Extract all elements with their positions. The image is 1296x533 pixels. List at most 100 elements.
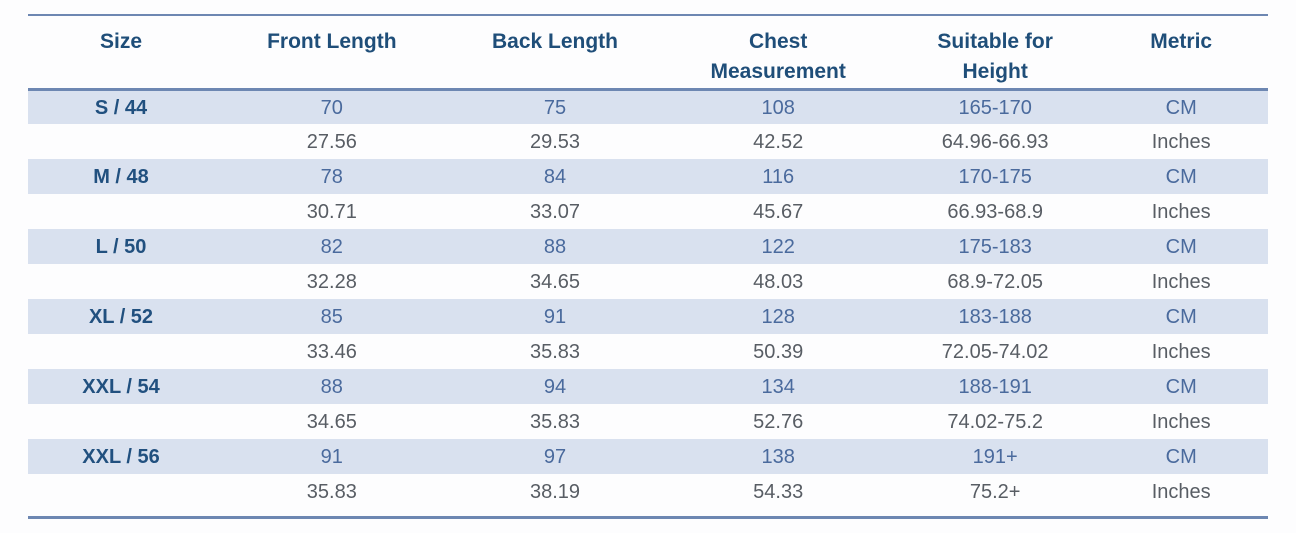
table-row: XL / 52 85 91 128 183-188 CM (28, 299, 1268, 335)
suitable-for-height-cell: 74.02-75.2 (947, 410, 1043, 433)
front-length-cell: 32.28 (306, 270, 357, 293)
column-header-suitable-for-height-label: Suitable for Height (937, 30, 1053, 84)
column-header-metric: Metric (1094, 16, 1268, 89)
metric-cell: CM (1165, 375, 1197, 398)
front-length-cell: 82 (320, 235, 343, 258)
table-row: XXL / 56 91 97 138 191+ CM (28, 439, 1268, 475)
table-row: 33.46 35.83 50.39 72.05-74.02 Inches (28, 334, 1268, 369)
metric-cell: Inches (1151, 340, 1211, 363)
table-row: S / 44 70 75 108 165-170 CM (28, 89, 1268, 125)
column-header-suitable-for-height: Suitable for Height (896, 16, 1094, 89)
size-cell (28, 334, 214, 369)
column-header-front-length: Front Length (214, 16, 450, 89)
chest-measurement-cell: 48.03 (753, 270, 804, 293)
back-length-cell: 38.19 (529, 480, 581, 503)
column-header-size: Size (28, 16, 214, 89)
size-cell (28, 194, 214, 229)
header-row: Size Front Length Back Length Chest Meas… (28, 16, 1268, 90)
table-row: 35.83 38.19 54.33 75.2+ Inches (28, 474, 1268, 509)
column-header-chest-measurement: Chest Measurement (660, 16, 896, 89)
table-row: L / 50 82 88 122 175-183 CM (28, 229, 1268, 265)
suitable-for-height-cell: 72.05-74.02 (941, 340, 1049, 363)
metric-cell: CM (1165, 235, 1197, 258)
front-length-cell: 27.56 (306, 130, 357, 153)
front-length-cell: 33.46 (306, 340, 357, 363)
chest-measurement-cell: 54.33 (753, 480, 804, 503)
column-header-metric-label: Metric (1150, 30, 1213, 53)
back-length-cell: 94 (543, 375, 567, 398)
chest-measurement-cell: 108 (761, 96, 795, 119)
back-length-cell: 75 (543, 96, 567, 119)
suitable-for-height-cell: 175-183 (958, 235, 1032, 258)
chest-measurement-cell: 134 (761, 375, 795, 398)
suitable-for-height-cell: 66.93-68.9 (947, 200, 1043, 223)
column-header-front-length-label: Front Length (267, 30, 397, 53)
front-length-cell: 88 (320, 375, 343, 398)
column-header-chest-measurement-label: Chest Measurement (710, 30, 846, 84)
back-length-cell: 33.07 (529, 200, 581, 223)
table-row: M / 48 78 84 116 170-175 CM (28, 159, 1268, 195)
chest-measurement-cell: 45.67 (753, 200, 804, 223)
size-cell (28, 264, 214, 299)
size-cell: S / 44 (94, 96, 148, 119)
suitable-for-height-cell: 183-188 (958, 305, 1032, 328)
table-row: 30.71 33.07 45.67 66.93-68.9 Inches (28, 194, 1268, 229)
suitable-for-height-cell: 75.2+ (969, 480, 1021, 503)
table-body: S / 44 70 75 108 165-170 CM 27.56 29.53 42.52 64.… (28, 89, 1268, 509)
back-length-cell: 35.83 (529, 410, 581, 433)
column-header-back-length: Back Length (450, 16, 661, 89)
metric-cell: Inches (1151, 200, 1211, 223)
front-length-cell: 70 (320, 96, 343, 119)
suitable-for-height-cell: 165-170 (958, 96, 1032, 119)
front-length-cell: 78 (320, 165, 343, 188)
metric-cell: Inches (1151, 480, 1211, 503)
chest-measurement-cell: 116 (762, 165, 795, 188)
column-header-back-length-label: Back Length (491, 30, 618, 53)
front-length-cell: 85 (320, 305, 343, 328)
back-length-cell: 29.53 (529, 130, 581, 153)
back-length-cell: 91 (543, 305, 567, 328)
suitable-for-height-cell: 170-175 (958, 165, 1032, 188)
metric-cell: CM (1165, 96, 1197, 119)
metric-cell: Inches (1151, 130, 1211, 153)
suitable-for-height-cell: 68.9-72.05 (947, 270, 1043, 293)
size-cell (28, 124, 214, 159)
size-cell: XL / 52 (88, 305, 154, 328)
front-length-cell: 35.83 (306, 480, 357, 503)
back-length-cell: 34.65 (529, 270, 581, 293)
table-row: 32.28 34.65 48.03 68.9-72.05 Inches (28, 264, 1268, 299)
size-chart-table: Size Front Length Back Length Chest Meas… (28, 16, 1268, 509)
front-length-cell: 30.71 (306, 200, 357, 223)
back-length-cell: 97 (543, 445, 567, 468)
suitable-for-height-cell: 64.96-66.93 (941, 130, 1049, 153)
metric-cell: Inches (1151, 270, 1211, 293)
size-cell: L / 50 (95, 235, 147, 258)
suitable-for-height-cell: 191+ (972, 445, 1018, 468)
table-row: 34.65 35.83 52.76 74.02-75.2 Inches (28, 404, 1268, 439)
chest-measurement-cell: 52.76 (753, 410, 804, 433)
size-chart: Size Front Length Back Length Chest Meas… (28, 14, 1268, 520)
front-length-cell: 34.65 (306, 410, 357, 433)
chest-measurement-cell: 138 (761, 445, 795, 468)
chest-measurement-cell: 122 (761, 235, 795, 258)
chest-measurement-cell: 50.39 (753, 340, 804, 363)
suitable-for-height-cell: 188-191 (958, 375, 1032, 398)
back-length-cell: 88 (543, 235, 567, 258)
size-cell: XXL / 56 (82, 445, 160, 468)
size-cell (28, 474, 214, 509)
chest-measurement-cell: 42.52 (753, 130, 804, 153)
metric-cell: CM (1165, 445, 1197, 468)
table-row: 27.56 29.53 42.52 64.96-66.93 Inches (28, 124, 1268, 159)
column-header-size-label: Size (99, 30, 143, 53)
front-length-cell: 91 (320, 445, 343, 468)
size-cell (28, 404, 214, 439)
table-row: XXL / 54 88 94 134 188-191 CM (28, 369, 1268, 405)
size-cell: M / 48 (93, 165, 149, 188)
size-cell: XXL / 54 (82, 375, 160, 398)
back-length-cell: 84 (543, 165, 567, 188)
metric-cell: CM (1165, 305, 1197, 328)
chest-measurement-cell: 128 (761, 305, 795, 328)
back-length-cell: 35.83 (529, 340, 581, 363)
metric-cell: CM (1165, 165, 1197, 188)
metric-cell: Inches (1151, 410, 1211, 433)
